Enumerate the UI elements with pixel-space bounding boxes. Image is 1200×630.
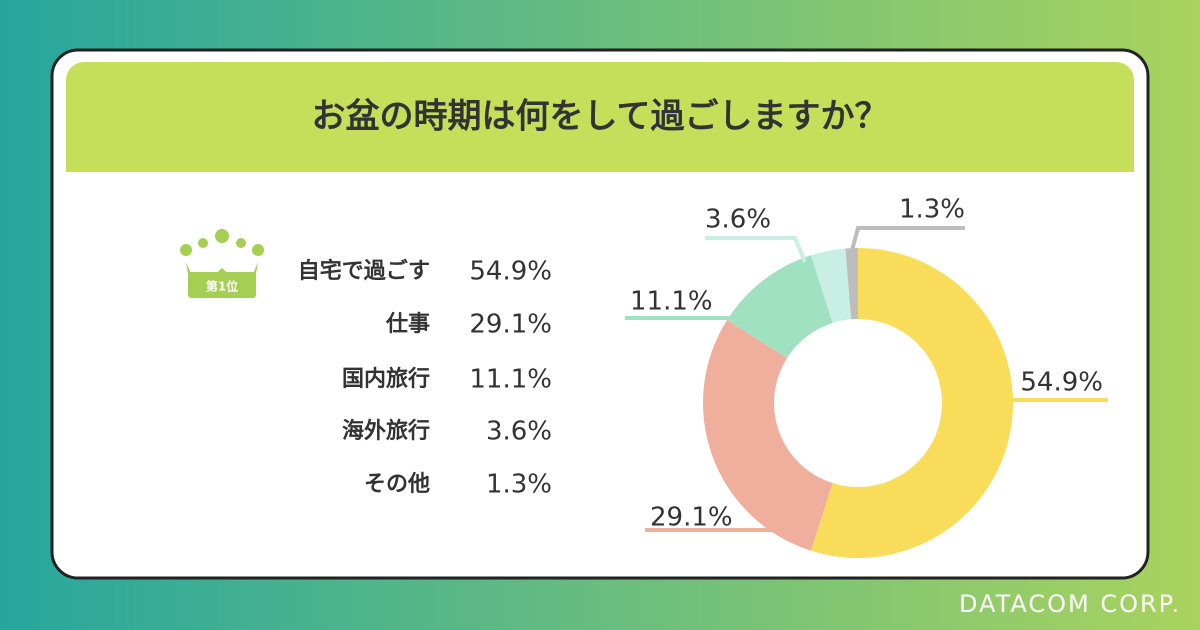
header-band-base: [66, 130, 1134, 172]
category-label: その他: [364, 472, 430, 497]
value-label: 54.9%: [469, 257, 552, 287]
donut-value-label: 29.1%: [650, 503, 733, 533]
donut-segment: [811, 248, 852, 323]
donut-segment: [727, 255, 833, 358]
brand: DATACOM CORP.: [959, 590, 1181, 618]
crown: [180, 229, 264, 298]
category-label: 仕事: [385, 311, 430, 337]
category-label: 海外旅行: [342, 418, 430, 444]
card: [50, 48, 1150, 580]
value-label: 3.6%: [486, 417, 552, 447]
category-label: 国内旅行: [342, 366, 430, 392]
donut-segment: [845, 248, 858, 320]
donut-value-label: 3.6%: [705, 205, 771, 235]
leader-line: [705, 236, 807, 263]
value-label: 11.1%: [469, 365, 552, 395]
donut-value-label: 1.3%: [899, 195, 965, 225]
donut-value-label: 11.1%: [630, 287, 713, 317]
value-label: 29.1%: [469, 310, 552, 340]
chart-title: お盆の時期は何をして過ごしますか？: [312, 97, 889, 137]
rank-badge: 第1位: [206, 279, 238, 294]
donut-segment: [703, 319, 833, 551]
leader-line: [848, 226, 965, 259]
category-label: 自宅で過ごす: [298, 258, 430, 284]
donut-segment: [811, 248, 1014, 558]
value-label: 1.3%: [486, 470, 552, 500]
donut-value-label: 54.9%: [1020, 368, 1103, 398]
